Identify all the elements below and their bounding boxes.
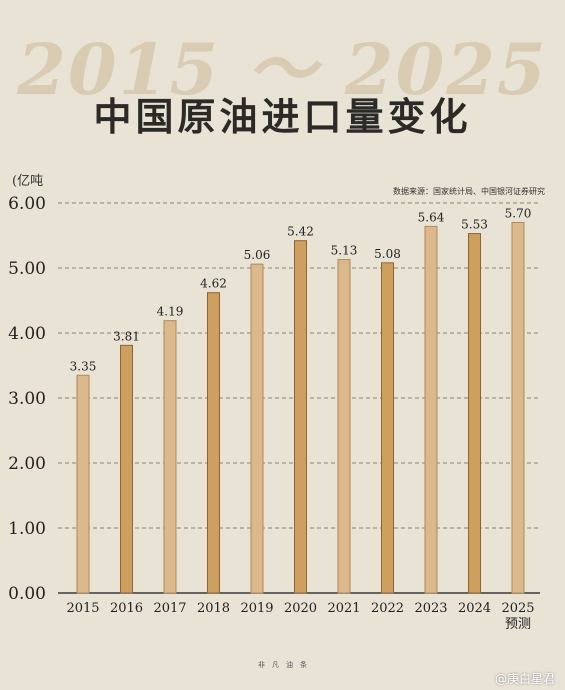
- x-tick-label: 2024: [458, 601, 491, 616]
- x-tick-label: 2015: [66, 601, 99, 616]
- x-tick-label: 2025: [501, 601, 534, 616]
- bar-value-label: 5.70: [505, 207, 532, 221]
- background-year-range: 2015 ～ 2025: [17, 28, 548, 111]
- bar-value-label: 5.42: [287, 225, 314, 239]
- bar-value-label: 4.62: [200, 277, 227, 291]
- y-tick-label: 4.00: [8, 324, 46, 344]
- bar-value-label: 5.06: [244, 248, 271, 262]
- bar: [381, 262, 394, 594]
- bar-value-label: 3.81: [113, 329, 140, 343]
- x-tick-label: 2023: [414, 601, 447, 616]
- bar-value-label: 5.13: [331, 244, 358, 258]
- y-tick-label: 3.00: [8, 389, 46, 409]
- y-tick-label: 0.00: [8, 584, 46, 604]
- bar: [337, 259, 351, 594]
- bar: [468, 233, 481, 594]
- x-tick-label: 2022: [371, 601, 404, 616]
- bar-value-label: 5.64: [418, 210, 445, 224]
- chart-title: 中国原油进口量变化: [93, 95, 472, 139]
- bar-value-label: 5.08: [374, 247, 401, 261]
- y-tick-label: 6.00: [8, 194, 46, 214]
- bar: [424, 225, 438, 594]
- bar: [120, 344, 133, 594]
- data-source-note: 数据来源：国家统计局、中国银河证券研究: [393, 187, 545, 196]
- x-tick-label: 2017: [153, 601, 186, 616]
- weibo-watermark: @庚白星君: [494, 672, 555, 686]
- bar-value-label: 3.35: [70, 359, 97, 373]
- y-tick-label: 5.00: [8, 259, 46, 279]
- x-tick-note: 预测: [505, 617, 531, 632]
- x-tick-label: 2018: [197, 601, 230, 616]
- bar-value-label: 5.53: [461, 218, 488, 232]
- y-axis-unit-label: (亿吨: [12, 174, 44, 189]
- bar: [163, 320, 177, 594]
- x-tick-label: 2021: [327, 601, 360, 616]
- x-tick-label: 2020: [284, 601, 317, 616]
- x-tick-label: 2019: [240, 601, 273, 616]
- x-tick-label: 2016: [110, 601, 143, 616]
- bar-value-label: 4.19: [157, 305, 184, 319]
- bar: [207, 292, 220, 594]
- bar: [76, 374, 90, 594]
- bar: [294, 240, 307, 594]
- y-tick-label: 1.00: [8, 519, 46, 539]
- y-tick-label: 2.00: [8, 454, 46, 474]
- footer-brand: 非 凡 油 条: [258, 661, 307, 669]
- bar: [250, 263, 264, 594]
- bar: [511, 222, 525, 594]
